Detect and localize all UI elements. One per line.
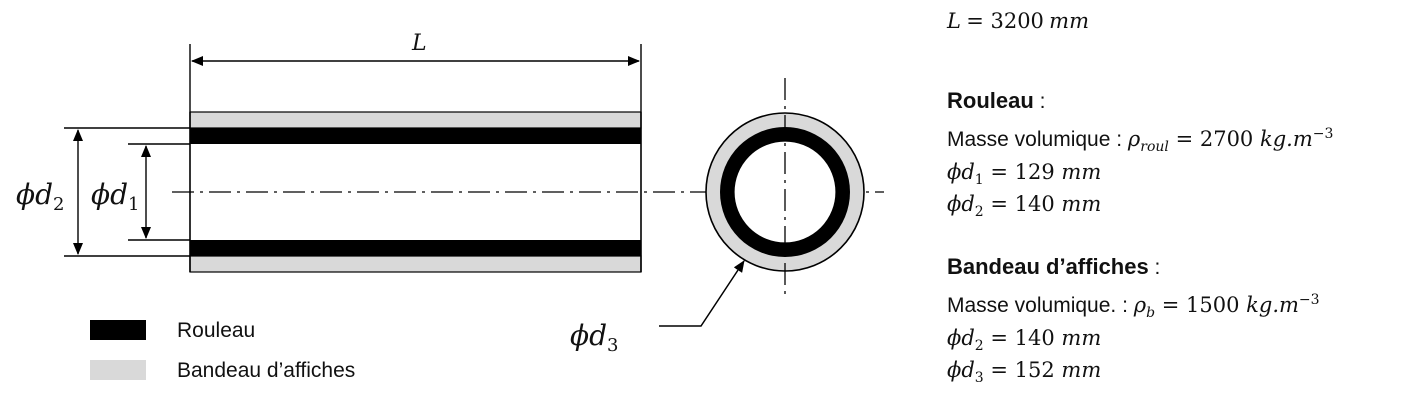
d2-label: ϕd2 [16,178,64,215]
bandeau-density: Masse volumique. : ρb = 1500 kg.m−3 [947,292,1320,322]
rouleau-d2: ϕd2 = 140 mm [947,192,1102,221]
length-value: L = 3200 mm [947,9,1089,33]
d3-leader-line [659,260,745,327]
side-bandeau-bottom [189,255,642,273]
bandeau-heading: Bandeau d’affiches : [947,254,1161,279]
d3-label: ϕd3 [570,319,618,356]
side-rouleau-top [190,128,641,144]
side-bandeau-top [189,111,642,129]
bandeau-d2: ϕd2 = 140 mm [947,326,1102,355]
rouleau-heading: Rouleau : [947,88,1046,113]
legend-bandeau-swatch [90,360,146,380]
d1-label: ϕd1 [91,178,139,215]
length-label: L [411,31,427,56]
rouleau-d1: ϕd1 = 129 mm [947,160,1102,189]
side-rouleau-bottom [190,240,641,256]
technical-drawing: L ϕd2 ϕd1 ϕd3 Rouleau Bandeau d’affiches [16,31,884,382]
bandeau-d3: ϕd3 = 152 mm [947,358,1102,387]
legend-rouleau-label: Rouleau [177,319,255,342]
legend-bandeau-label: Bandeau d’affiches [177,359,355,382]
legend-rouleau-swatch [90,320,146,340]
rouleau-density: Masse volumique : ρroul = 2700 kg.m−3 [947,126,1334,156]
